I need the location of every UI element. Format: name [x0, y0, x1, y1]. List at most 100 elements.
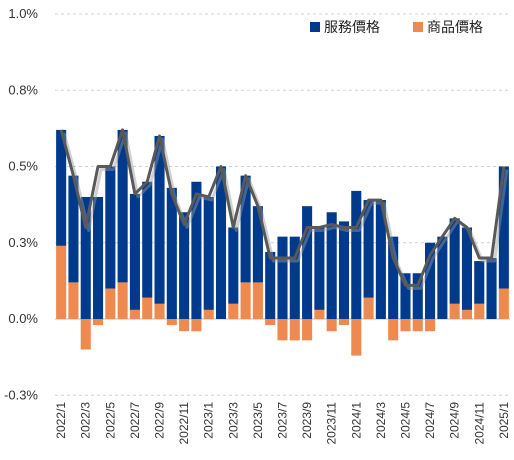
bar-goods	[92, 319, 104, 326]
total-line-shadow	[62, 131, 509, 290]
y-tick-label: 1.0%	[8, 6, 38, 21]
bar-goods	[351, 319, 362, 356]
bar-goods	[425, 319, 436, 332]
bar-goods	[449, 303, 460, 319]
x-tick-label: 2024/5	[398, 402, 412, 439]
y-tick-label: 0.0%	[8, 311, 38, 326]
bar-services	[80, 197, 91, 319]
bar-services	[117, 129, 128, 283]
x-tick-label: 2022/9	[153, 402, 167, 439]
bar-services	[461, 227, 473, 310]
bar-services	[437, 236, 448, 319]
y-axis-ticks: 1.0% 0.8% 0.5% 0.3% 0.0% -0.3%	[4, 6, 38, 402]
bar-goods	[363, 297, 374, 319]
bar-goods	[191, 319, 202, 332]
bar-goods	[302, 319, 313, 341]
x-tick-label: 2022/7	[128, 402, 142, 439]
bar-goods	[498, 288, 509, 319]
bar-services	[412, 273, 423, 319]
bar-services	[240, 175, 251, 283]
legend-swatch-goods	[413, 22, 423, 32]
bar-services	[425, 242, 436, 319]
bar-services	[388, 236, 399, 319]
x-tick-label: 2023/5	[251, 402, 265, 439]
x-tick-label: 2023/1	[202, 402, 216, 439]
x-tick-label: 2023/11	[325, 402, 339, 445]
x-tick-label: 2022/1	[54, 402, 68, 439]
bar-services	[179, 212, 190, 319]
y-tick-label: 0.8%	[8, 82, 38, 97]
bar-services	[142, 181, 153, 298]
bar-services	[314, 227, 325, 310]
x-axis-ticks: 2022/1 2022/3 2022/5 2022/7 2022/9 2022/11 202…	[54, 402, 511, 445]
bar-goods	[252, 282, 263, 319]
bar-goods	[400, 319, 411, 332]
bar-services	[363, 200, 374, 298]
x-tick-label: 2025/1	[497, 402, 511, 439]
bar-services	[129, 193, 140, 310]
bar-goods	[68, 282, 79, 319]
bar-goods	[277, 319, 288, 341]
bar-services	[289, 236, 300, 319]
bar-services	[191, 181, 202, 319]
legend: 服務價格 商品價格	[310, 19, 483, 36]
bar-services	[68, 175, 79, 283]
bar-goods	[265, 319, 276, 326]
bar-goods	[56, 245, 67, 319]
y-tick-label: 0.3%	[8, 235, 38, 250]
total-line-path	[59, 128, 506, 287]
bar-goods	[154, 303, 165, 319]
x-tick-label: 2022/5	[103, 402, 117, 439]
x-tick-label: 2023/9	[300, 402, 314, 439]
bar-services	[400, 273, 411, 319]
bar-services	[215, 166, 227, 319]
bar-goods	[203, 309, 214, 319]
bar-goods	[228, 303, 239, 319]
total-line	[59, 128, 509, 290]
bar-goods	[289, 319, 300, 341]
bar-goods	[338, 319, 350, 326]
bar-services	[351, 190, 362, 319]
y-tick-label: 0.5%	[8, 159, 38, 174]
bar-services	[228, 227, 239, 304]
bar-services	[326, 212, 337, 319]
bar-goods	[388, 319, 399, 341]
bar-services	[277, 236, 288, 319]
bar-services	[474, 261, 485, 304]
bar-goods	[314, 309, 325, 319]
bar-services	[302, 206, 313, 319]
x-tick-label: 2024/1	[349, 402, 363, 439]
bar-services	[166, 187, 177, 319]
bar-services	[375, 200, 386, 319]
bar-goods	[166, 319, 177, 326]
bar-goods	[240, 282, 251, 319]
legend-label-services: 服務價格	[324, 19, 380, 36]
bar-services	[449, 218, 460, 304]
bar-services	[203, 197, 214, 310]
bar-goods	[461, 309, 473, 319]
bar-goods	[105, 288, 116, 319]
x-tick-label: 2022/11	[177, 402, 191, 445]
x-tick-label: 2024/11	[472, 402, 486, 445]
bar-goods	[474, 303, 485, 319]
bar-services	[56, 129, 67, 246]
bar-services	[154, 136, 165, 304]
x-tick-label: 2022/3	[79, 402, 93, 439]
bar-services	[92, 197, 104, 319]
bar-services	[265, 251, 276, 319]
bars	[56, 129, 509, 356]
x-tick-label: 2023/3	[226, 402, 240, 439]
legend-swatch-services	[310, 22, 320, 32]
bar-goods	[412, 319, 423, 332]
bar-goods	[129, 309, 140, 319]
bar-services	[105, 166, 116, 289]
legend-label-goods: 商品價格	[427, 19, 483, 36]
bar-goods	[142, 297, 153, 319]
bar-services	[338, 221, 350, 319]
bar-services	[498, 166, 509, 289]
x-tick-label: 2023/7	[276, 402, 290, 439]
y-tick-label: -0.3%	[4, 387, 38, 402]
x-tick-label: 2024/9	[448, 402, 462, 439]
bar-goods	[117, 282, 128, 319]
